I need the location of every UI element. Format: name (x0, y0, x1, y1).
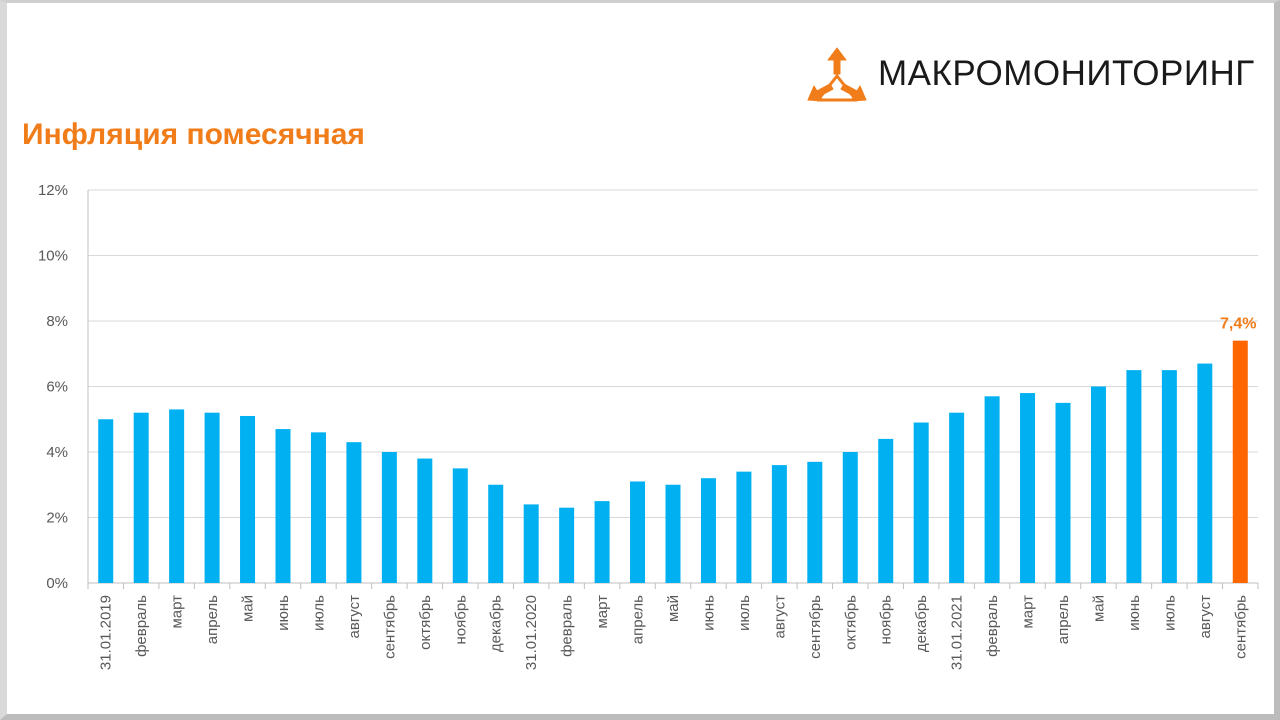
bar (1126, 370, 1142, 583)
x-tick-label: декабрь (488, 595, 505, 652)
x-tick-label: сентябрь (381, 595, 398, 659)
bar (878, 438, 894, 583)
x-tick-label: февраль (984, 595, 1001, 657)
bar (807, 461, 823, 583)
x-tick-label: ноябрь (878, 595, 895, 645)
y-tick-label: 0% (46, 575, 68, 592)
x-tick-label: июль (736, 595, 753, 631)
x-tick-label: сентябрь (1232, 595, 1249, 659)
x-tick-label: май (665, 595, 682, 622)
bar (1055, 402, 1071, 583)
x-tick-label: июнь (1126, 595, 1143, 631)
bar (240, 415, 256, 583)
x-tick-label: май (240, 595, 257, 622)
x-tick-label: 31.01.2020 (523, 595, 540, 670)
bar (630, 481, 646, 583)
y-tick-label: 6% (46, 379, 68, 396)
bar (381, 452, 397, 583)
y-tick-label: 12% (38, 182, 68, 199)
x-tick-label: сентябрь (807, 595, 824, 659)
y-tick-label: 10% (38, 248, 68, 265)
x-tick-label: февраль (133, 595, 150, 657)
x-tick-label: апрель (204, 595, 221, 644)
brand-logo: МАКРОМОНИТОРИНГ (804, 44, 1254, 106)
bar (98, 419, 114, 583)
bar (275, 429, 291, 583)
x-tick-label: август (771, 595, 788, 639)
bar (1090, 386, 1106, 583)
bar (417, 458, 433, 583)
x-tick-label: июль (310, 595, 327, 631)
bar (169, 409, 185, 583)
bar (594, 501, 610, 583)
bar-highlighted (1232, 340, 1248, 583)
bar (842, 452, 858, 583)
bar (559, 507, 575, 583)
bar (133, 412, 149, 583)
x-tick-label: март (1020, 595, 1037, 629)
bar (452, 468, 468, 583)
bar (736, 471, 752, 583)
bar (665, 484, 681, 583)
brand-name: МАКРОМОНИТОРИНГ (878, 54, 1255, 93)
bar (700, 478, 716, 583)
x-tick-label: 31.01.2019 (98, 595, 115, 670)
data-label: 7,4% (1220, 316, 1256, 333)
tri-arrow-logo-icon (807, 47, 867, 102)
bar (523, 504, 539, 583)
x-tick-label: март (594, 595, 611, 629)
x-tick-label: март (169, 595, 186, 629)
x-tick-label: август (346, 595, 363, 639)
x-tick-label: апрель (630, 595, 647, 644)
x-tick-label: 31.01.2021 (949, 595, 966, 670)
bar (310, 432, 326, 583)
x-tick-label: февраль (559, 595, 576, 657)
y-tick-label: 8% (46, 313, 68, 330)
x-tick-label: июнь (700, 595, 717, 631)
chart-title: Инфляция помесячная (22, 118, 365, 151)
bar (949, 412, 965, 583)
x-tick-label: октябрь (842, 595, 859, 650)
x-tick-label: октябрь (417, 595, 434, 650)
bar (488, 484, 504, 583)
x-tick-label: август (1197, 595, 1214, 639)
bar (1020, 393, 1036, 583)
x-tick-label: май (1090, 595, 1107, 622)
y-tick-label: 2% (46, 510, 68, 527)
bar (913, 422, 929, 583)
y-tick-label: 4% (46, 444, 68, 461)
x-tick-label: июль (1161, 595, 1178, 631)
x-tick-label: июнь (275, 595, 292, 631)
bar (346, 442, 362, 583)
x-tick-label: апрель (1055, 595, 1072, 644)
x-tick-label: ноябрь (452, 595, 469, 645)
bar (204, 412, 220, 583)
bar (984, 396, 1000, 583)
bar (771, 465, 787, 583)
bar (1197, 363, 1213, 583)
x-tick-label: декабрь (913, 595, 930, 652)
bar (1161, 370, 1177, 583)
